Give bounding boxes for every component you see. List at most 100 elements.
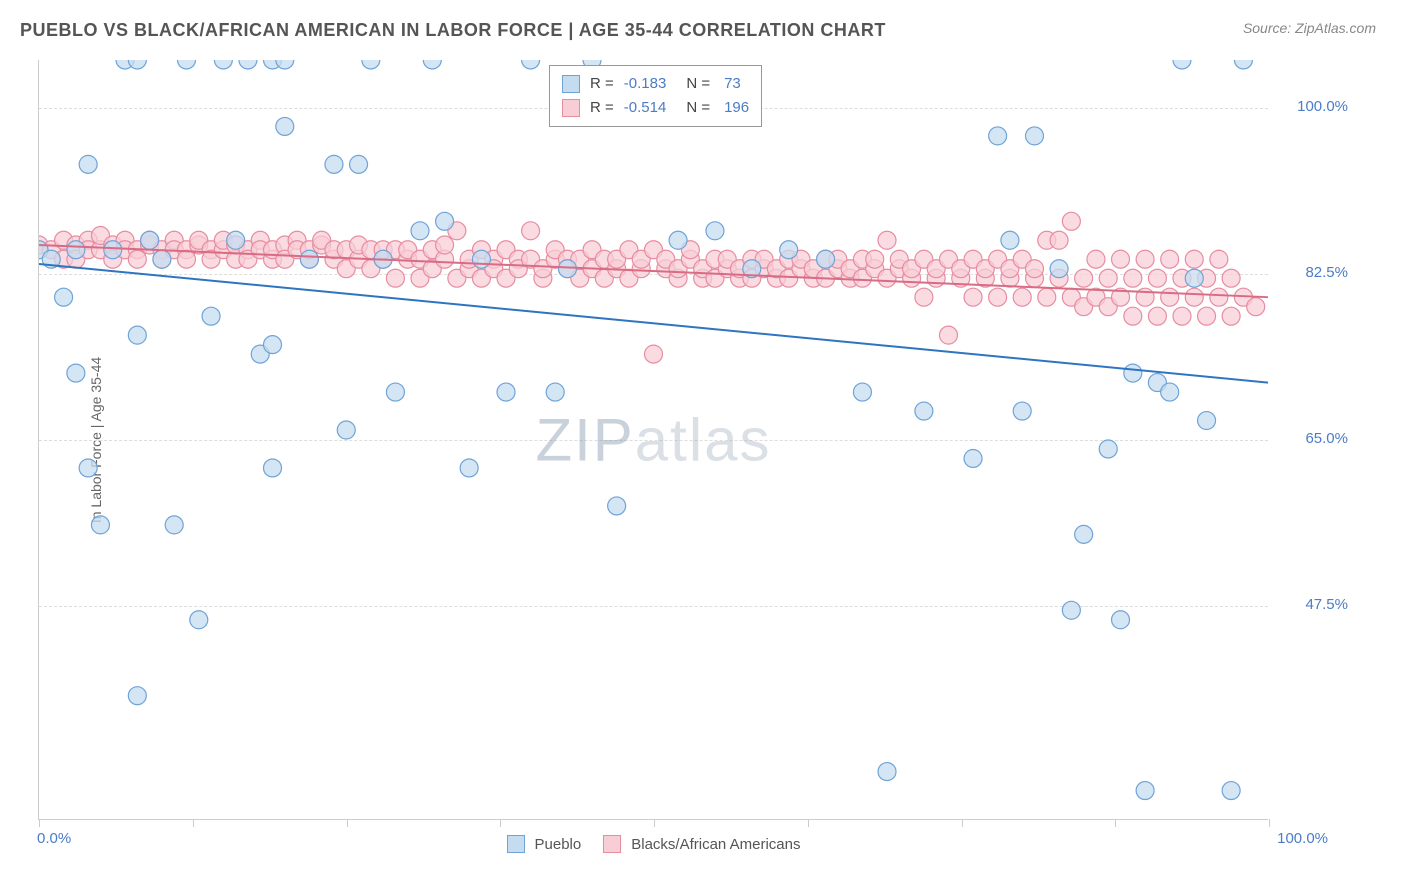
scatter-point xyxy=(1038,288,1056,306)
scatter-point xyxy=(239,60,257,69)
scatter-point xyxy=(177,250,195,268)
chart-header: PUEBLO VS BLACK/AFRICAN AMERICAN IN LABO… xyxy=(0,0,1406,51)
scatter-point xyxy=(1050,231,1068,249)
scatter-point xyxy=(362,60,380,69)
scatter-point xyxy=(276,117,294,135)
scatter-point xyxy=(1234,60,1252,69)
chart-container: In Labor Force | Age 35-44 100.0%82.5%65… xyxy=(38,60,1378,850)
scatter-point xyxy=(1210,288,1228,306)
scatter-point xyxy=(1075,269,1093,287)
legend-series-label: Pueblo xyxy=(535,836,582,853)
scatter-point xyxy=(497,383,515,401)
scatter-point xyxy=(1062,212,1080,230)
scatter-point xyxy=(1050,260,1068,278)
x-tick xyxy=(39,819,40,827)
scatter-point xyxy=(1025,127,1043,145)
x-axis-max-label: 100.0% xyxy=(1277,830,1328,847)
scatter-point xyxy=(1185,288,1203,306)
scatter-point xyxy=(411,222,429,240)
scatter-point xyxy=(128,326,146,344)
legend-swatch xyxy=(603,835,621,853)
scatter-point xyxy=(141,231,159,249)
scatter-point xyxy=(964,449,982,467)
scatter-point xyxy=(939,326,957,344)
scatter-point xyxy=(460,459,478,477)
scatter-point xyxy=(915,402,933,420)
legend-series-label: Blacks/African Americans xyxy=(631,836,800,853)
scatter-point xyxy=(1124,307,1142,325)
x-tick xyxy=(500,819,501,827)
scatter-point xyxy=(79,155,97,173)
scatter-point xyxy=(67,364,85,382)
scatter-point xyxy=(128,687,146,705)
scatter-point xyxy=(79,459,97,477)
legend-series-item: Pueblo xyxy=(507,835,582,853)
scatter-point xyxy=(153,250,171,268)
legend-n-label: N = xyxy=(686,96,710,120)
scatter-point xyxy=(128,250,146,268)
legend-n-label: N = xyxy=(686,72,710,96)
legend-r-label: R = xyxy=(590,72,614,96)
legend-n-value: 73 xyxy=(724,72,741,96)
scatter-point xyxy=(264,336,282,354)
scatter-point xyxy=(1136,782,1154,800)
scatter-point xyxy=(558,260,576,278)
scatter-point xyxy=(423,60,441,69)
x-tick xyxy=(1115,819,1116,827)
scatter-point xyxy=(989,288,1007,306)
x-tick xyxy=(962,819,963,827)
legend-series: Pueblo Blacks/African Americans xyxy=(39,835,1268,853)
scatter-point xyxy=(1099,269,1117,287)
legend-r-label: R = xyxy=(590,96,614,120)
scatter-point xyxy=(1210,250,1228,268)
scatter-point xyxy=(91,516,109,534)
scatter-point xyxy=(436,212,454,230)
scatter-point xyxy=(1087,250,1105,268)
legend-n-value: 196 xyxy=(724,96,749,120)
y-tick-label: 47.5% xyxy=(1278,596,1348,613)
scatter-point xyxy=(276,60,294,69)
scatter-point xyxy=(878,231,896,249)
scatter-point xyxy=(1247,298,1265,316)
scatter-point xyxy=(1161,383,1179,401)
chart-title: PUEBLO VS BLACK/AFRICAN AMERICAN IN LABO… xyxy=(20,20,886,41)
scatter-point xyxy=(386,383,404,401)
scatter-point xyxy=(522,60,540,69)
x-tick xyxy=(347,819,348,827)
scatter-point xyxy=(1001,231,1019,249)
scatter-point xyxy=(227,231,245,249)
scatter-point xyxy=(878,763,896,781)
scatter-point xyxy=(325,155,343,173)
scatter-point xyxy=(706,222,724,240)
legend-r-value: -0.514 xyxy=(624,96,667,120)
legend-swatch xyxy=(507,835,525,853)
legend-r-value: -0.183 xyxy=(624,72,667,96)
scatter-point xyxy=(202,307,220,325)
legend-correlation-row: R = -0.514 N = 196 xyxy=(562,96,749,120)
legend-series-item: Blacks/African Americans xyxy=(603,835,800,853)
scatter-point xyxy=(866,250,884,268)
scatter-point xyxy=(522,222,540,240)
scatter-point xyxy=(1222,269,1240,287)
plot-area: In Labor Force | Age 35-44 100.0%82.5%65… xyxy=(38,60,1268,820)
scatter-point xyxy=(1075,525,1093,543)
scatter-point xyxy=(1198,412,1216,430)
scatter-point xyxy=(608,497,626,515)
scatter-point xyxy=(915,288,933,306)
scatter-point xyxy=(1099,440,1117,458)
scatter-point xyxy=(1161,288,1179,306)
scatter-point xyxy=(669,231,687,249)
scatter-point xyxy=(337,421,355,439)
scatter-point xyxy=(853,383,871,401)
scatter-point xyxy=(214,60,232,69)
y-tick-label: 100.0% xyxy=(1278,98,1348,115)
x-tick xyxy=(193,819,194,827)
scatter-point xyxy=(1148,307,1166,325)
scatter-point xyxy=(1148,269,1166,287)
scatter-point xyxy=(128,60,146,69)
scatter-point xyxy=(1025,260,1043,278)
scatter-point xyxy=(55,288,73,306)
scatter-point xyxy=(1222,307,1240,325)
x-tick xyxy=(1269,819,1270,827)
scatter-point xyxy=(300,250,318,268)
